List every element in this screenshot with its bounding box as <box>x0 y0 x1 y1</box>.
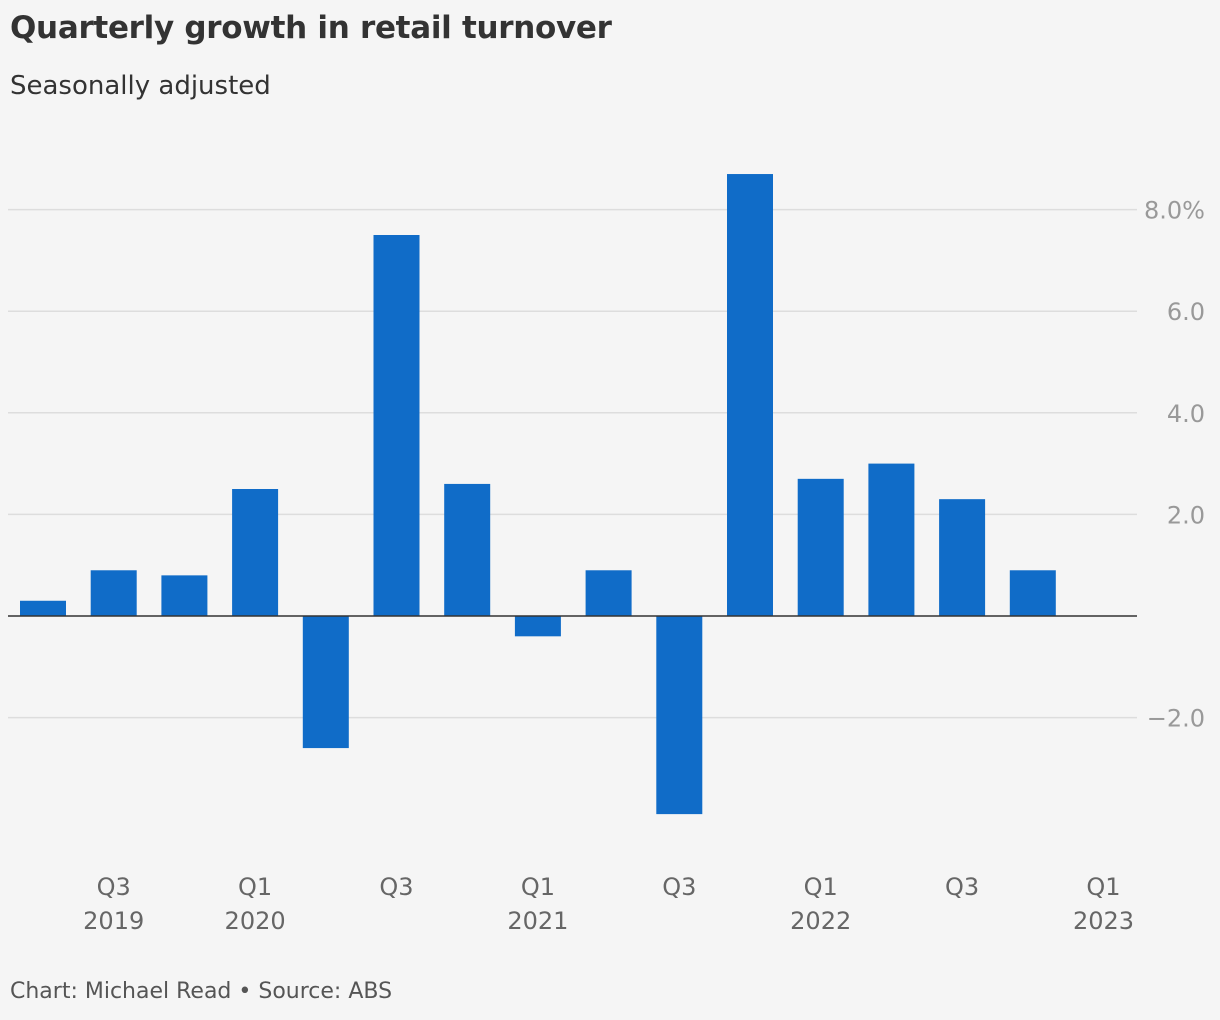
bar <box>20 600 66 616</box>
x-axis-tick-labels: Q3 2019 Q1 2020 Q3 Q1 2021 Q3 Q1 2022 Q3 Q1 2023 <box>83 873 1134 935</box>
bar <box>373 235 420 616</box>
y-tick-label: 2.0 <box>1167 501 1205 529</box>
bar <box>1009 570 1056 616</box>
bar <box>797 478 844 616</box>
x-tick-label-quarter: Q1 <box>1086 873 1120 901</box>
x-tick-label-year: 2023 <box>1073 907 1134 935</box>
bar <box>868 463 915 616</box>
bar <box>444 483 491 616</box>
bar <box>585 570 632 616</box>
x-tick-label-quarter: Q3 <box>945 873 979 901</box>
x-tick-label-quarter: Q3 <box>97 873 131 901</box>
bar <box>302 616 349 749</box>
chart-subtitle: Seasonally adjusted <box>10 71 271 101</box>
bar <box>939 499 986 616</box>
chart-title: Quarterly growth in retail turnover <box>10 10 612 46</box>
x-tick-label-quarter: Q1 <box>521 873 555 901</box>
bar <box>727 174 773 617</box>
bar <box>232 489 279 616</box>
bar <box>514 616 561 637</box>
bar <box>656 616 703 815</box>
x-tick-label-quarter: Q3 <box>379 873 413 901</box>
y-tick-label: −2.0 <box>1147 705 1205 733</box>
bar <box>90 570 137 616</box>
grid-layer <box>8 208 1137 719</box>
x-tick-label-year: 2020 <box>225 907 286 935</box>
x-tick-label-quarter: Q1 <box>804 873 838 901</box>
bar-layer <box>20 174 1056 815</box>
x-tick-label-year: 2021 <box>507 907 568 935</box>
x-tick-label-year: 2019 <box>83 907 144 935</box>
chart-footer: Chart: Michael Read • Source: ABS <box>10 979 393 1004</box>
x-tick-label-quarter: Q1 <box>238 873 272 901</box>
y-tick-label: 6.0 <box>1167 298 1205 326</box>
x-tick-label-quarter: Q3 <box>662 873 696 901</box>
y-tick-label: 4.0 <box>1167 400 1205 428</box>
y-axis-tick-labels: 8.0% 6.0 4.0 2.0 −2.0 <box>1144 197 1205 733</box>
y-tick-label: 8.0% <box>1144 197 1205 225</box>
bar <box>161 575 208 616</box>
x-tick-label-year: 2022 <box>790 907 851 935</box>
